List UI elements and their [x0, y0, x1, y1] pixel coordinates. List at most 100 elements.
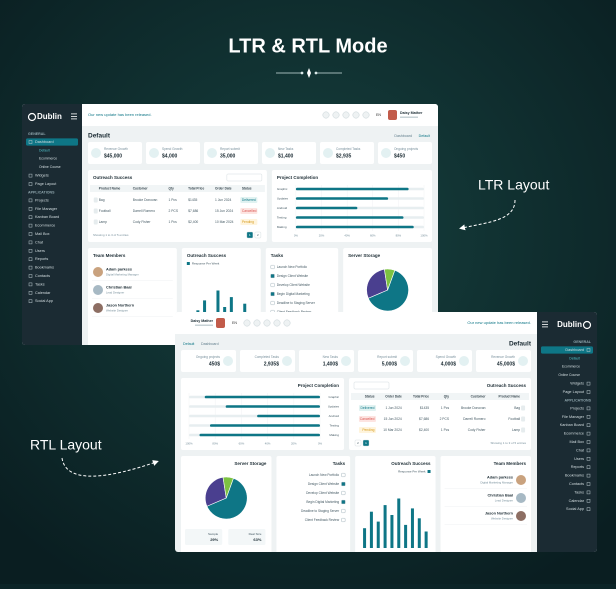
row-image — [94, 209, 98, 214]
x-tick-label: 80% — [212, 442, 218, 446]
column-header: Order Date — [385, 394, 402, 398]
row-image — [521, 417, 525, 422]
ltr-dashboard: DublinGENERALDashboardDefaultEcommerceOn… — [22, 104, 438, 348]
member-role: Website Designer — [491, 517, 513, 521]
card-title: Team Members — [494, 461, 527, 466]
cell: 15 Jun 2024 — [215, 209, 233, 213]
cell: 1 Pcs — [441, 428, 450, 432]
status: Cancelled — [360, 417, 375, 421]
card — [276, 456, 350, 556]
stat-value: 450$ — [209, 361, 220, 367]
checkbox — [342, 482, 346, 486]
x-tick-label: 40% — [344, 234, 350, 238]
column-header: Customer — [471, 394, 487, 398]
sidebar-item: Social App — [35, 299, 53, 303]
menu-toggle — [71, 114, 77, 115]
cell: Brooke Donovan — [133, 198, 158, 202]
user-sub — [400, 117, 418, 119]
stat-value: $450 — [394, 153, 405, 159]
checkbox — [342, 473, 346, 477]
x-tick-label: 100% — [185, 442, 193, 446]
column-header: Total Price — [413, 394, 429, 398]
row-image — [521, 406, 525, 411]
page-title: Default — [509, 341, 532, 348]
sidebar-item: Page Layout — [35, 182, 57, 186]
member-role: Digital Marketing Manager — [480, 481, 513, 485]
breadcrumb: Dashboard — [201, 342, 219, 346]
x-tick-label: 20% — [291, 442, 297, 446]
member-name: Adam parkess — [106, 268, 132, 272]
sidebar-item: Default — [39, 148, 50, 152]
sidebar-section: GENERAL — [28, 132, 46, 136]
legend-label: Sample — [208, 532, 219, 536]
sidebar-item: Reports — [35, 257, 48, 261]
bar — [397, 499, 400, 549]
bar — [257, 415, 320, 418]
stat-value: $2,935 — [336, 153, 352, 159]
cell: Lamp — [99, 220, 107, 224]
sidebar-item: Contacts — [569, 482, 584, 486]
status: Cancelled — [242, 209, 257, 213]
sidebar-item: Contacts — [35, 274, 50, 278]
cell: 1 Jun 2024 — [385, 406, 401, 410]
status: Delivered — [242, 198, 256, 202]
sidebar-item: Calendar — [35, 291, 51, 295]
column-header: Product Name — [99, 186, 121, 190]
topbar-icon — [333, 112, 339, 118]
user-sub — [195, 325, 213, 327]
stat-icon — [518, 356, 528, 366]
sidebar-item: Users — [574, 457, 584, 461]
cell: Darrell Romero — [133, 209, 156, 213]
sidebar-item: Ecommerce — [562, 365, 580, 369]
bar-label: Updates — [328, 404, 340, 408]
cell: $1435 — [420, 406, 429, 410]
bar-label: Android — [277, 206, 288, 210]
cell: 10 Mar 2024 — [215, 220, 234, 224]
sidebar-item: Tasks — [35, 282, 45, 286]
card-title: Project Completion — [298, 383, 340, 388]
checkbox — [271, 292, 275, 296]
sidebar-item: Bookmarks — [35, 266, 54, 270]
card-title: Outreach Success — [487, 383, 527, 388]
task: Launch New Portfolio — [277, 265, 308, 269]
stat-label: Spend Growth — [162, 147, 183, 151]
checkbox — [271, 274, 275, 278]
task: Deadline to Staging Server — [301, 509, 340, 513]
member-avatar — [93, 267, 103, 277]
chart-subtitle: Response Per Week — [398, 469, 426, 473]
sidebar-item: Kanban Board — [560, 423, 584, 427]
stat-value: 45,000$ — [497, 361, 515, 367]
sidebar-section: APPLICATIONS — [565, 398, 592, 402]
stat-icon — [323, 148, 333, 158]
task: Client Feedback Review — [305, 518, 340, 522]
search-box — [354, 382, 389, 389]
topbar-icon — [323, 112, 329, 118]
bar-label: Graphic — [277, 187, 288, 191]
stat-icon — [207, 148, 217, 158]
x-tick-label: 0% — [294, 234, 299, 238]
sidebar-item: Mail Box — [569, 440, 584, 444]
stat-label: Report submit — [220, 147, 240, 151]
bar-label: Making — [277, 225, 287, 229]
stat-icon — [149, 148, 159, 158]
cell: Darrell Romero — [463, 417, 486, 421]
sidebar-item: Bookmarks — [565, 474, 584, 478]
card-title: Server Storage — [348, 253, 381, 258]
user-name: Daisy Mather — [191, 319, 214, 323]
menu-toggle — [71, 116, 77, 117]
bar — [411, 508, 414, 548]
bar-label: Testing — [329, 423, 339, 427]
task: Design Client Website — [277, 274, 309, 278]
sidebar-item: Default — [569, 356, 580, 360]
column-header: Customer — [133, 186, 149, 190]
task: Deadline to Staging Server — [277, 301, 316, 305]
bar — [390, 515, 393, 548]
avatar — [388, 110, 397, 120]
notice: Our new update has been released. — [467, 320, 531, 325]
bar — [296, 216, 404, 219]
stat-icon — [282, 356, 292, 366]
stat-label: Completed Tasks — [336, 147, 361, 151]
stat-label: Revenue Growth — [104, 147, 128, 151]
stat-label: New Tasks — [278, 147, 294, 151]
